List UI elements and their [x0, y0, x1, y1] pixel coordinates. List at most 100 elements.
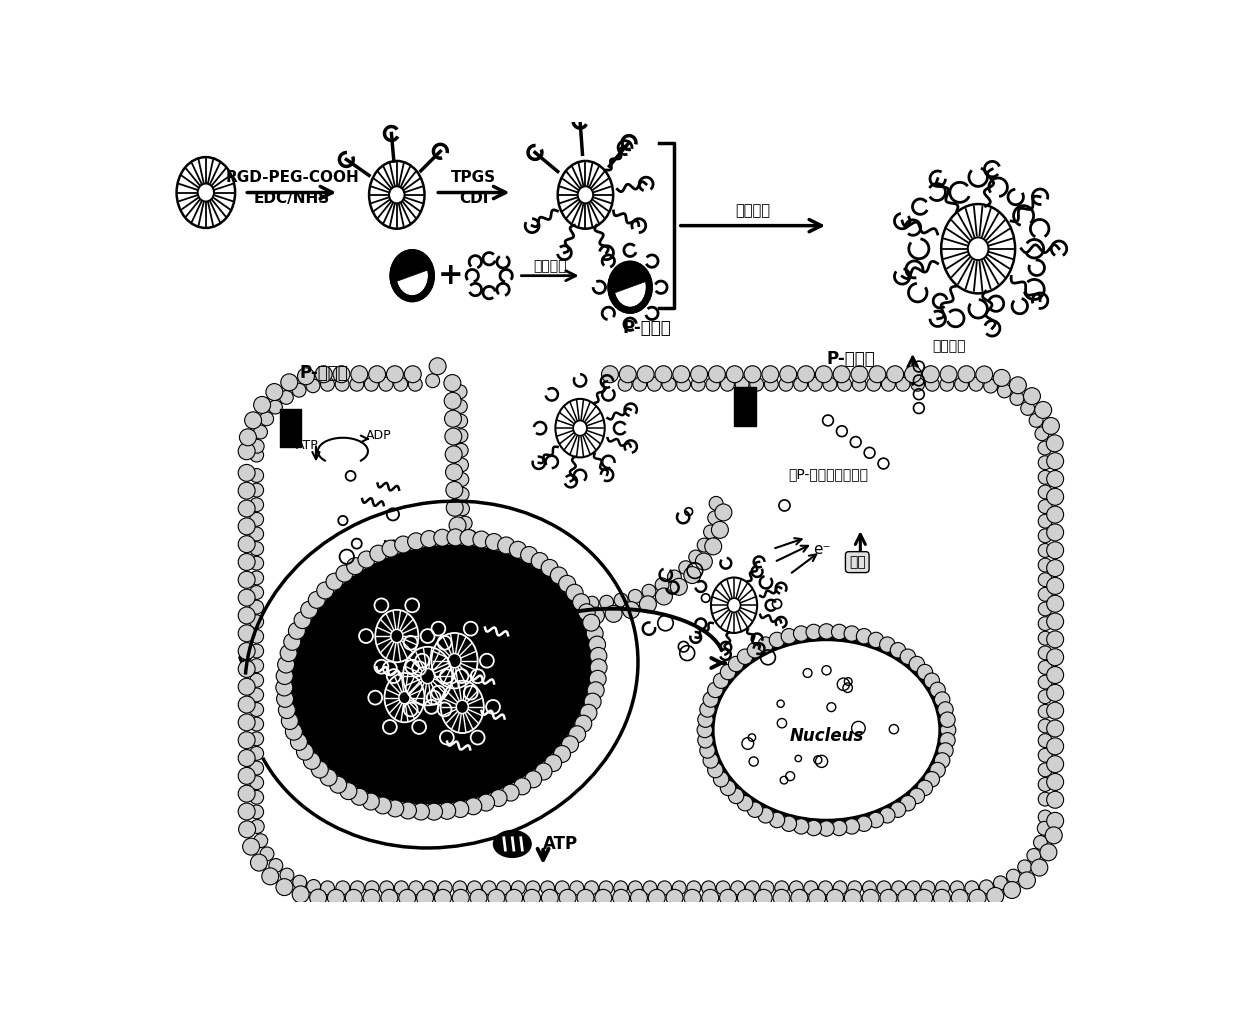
Circle shape	[794, 377, 807, 391]
Circle shape	[760, 881, 774, 894]
Circle shape	[311, 762, 329, 778]
Circle shape	[278, 656, 295, 673]
Circle shape	[1029, 414, 1043, 427]
Circle shape	[306, 379, 320, 392]
Circle shape	[910, 377, 925, 391]
Circle shape	[940, 722, 956, 737]
Circle shape	[656, 588, 672, 605]
Circle shape	[590, 659, 608, 675]
Circle shape	[657, 881, 672, 894]
Circle shape	[289, 623, 305, 639]
Circle shape	[923, 366, 939, 382]
Circle shape	[446, 482, 463, 499]
Circle shape	[589, 636, 605, 653]
Circle shape	[837, 377, 852, 391]
Circle shape	[1021, 402, 1034, 416]
Circle shape	[790, 881, 804, 894]
Circle shape	[502, 586, 520, 602]
Circle shape	[637, 366, 653, 382]
Circle shape	[249, 805, 264, 819]
Circle shape	[269, 401, 283, 414]
Text: RGD-PEG-COOH: RGD-PEG-COOH	[226, 169, 358, 185]
Circle shape	[950, 881, 963, 894]
Circle shape	[869, 366, 885, 382]
Circle shape	[259, 412, 274, 426]
Circle shape	[1038, 763, 1052, 777]
Circle shape	[671, 578, 687, 595]
Circle shape	[454, 429, 467, 442]
Circle shape	[279, 390, 294, 405]
Circle shape	[1047, 812, 1064, 829]
Circle shape	[249, 557, 264, 570]
Circle shape	[296, 743, 314, 760]
Circle shape	[748, 643, 763, 658]
Circle shape	[1038, 617, 1052, 631]
Circle shape	[1047, 506, 1064, 523]
Circle shape	[446, 499, 464, 516]
Circle shape	[691, 366, 708, 382]
Bar	[734, 387, 755, 426]
Circle shape	[559, 575, 575, 592]
Circle shape	[326, 573, 343, 590]
Circle shape	[640, 596, 656, 612]
Circle shape	[497, 881, 511, 894]
Circle shape	[906, 881, 920, 894]
Circle shape	[465, 798, 482, 814]
Circle shape	[556, 594, 570, 607]
Circle shape	[1047, 470, 1064, 488]
Circle shape	[844, 626, 859, 641]
Circle shape	[780, 366, 796, 382]
Circle shape	[702, 881, 715, 894]
Circle shape	[797, 366, 815, 382]
Circle shape	[277, 879, 293, 895]
Circle shape	[844, 889, 862, 907]
Circle shape	[265, 383, 283, 401]
Circle shape	[1038, 455, 1052, 469]
Circle shape	[497, 537, 515, 554]
Circle shape	[708, 511, 722, 525]
Circle shape	[502, 784, 520, 801]
Circle shape	[808, 889, 826, 907]
Circle shape	[704, 537, 722, 555]
Circle shape	[1047, 666, 1064, 683]
Circle shape	[720, 780, 735, 796]
Circle shape	[575, 715, 591, 732]
Circle shape	[1047, 524, 1064, 540]
Circle shape	[614, 881, 627, 894]
Circle shape	[351, 366, 368, 382]
Circle shape	[470, 889, 487, 907]
Circle shape	[238, 785, 255, 802]
Circle shape	[781, 629, 796, 644]
Circle shape	[1047, 452, 1064, 469]
Circle shape	[1038, 587, 1052, 601]
Circle shape	[279, 702, 295, 719]
Circle shape	[358, 551, 374, 568]
Circle shape	[238, 554, 255, 571]
Circle shape	[1038, 821, 1052, 836]
Circle shape	[584, 881, 599, 894]
Circle shape	[249, 541, 264, 556]
Circle shape	[613, 889, 630, 907]
Circle shape	[238, 732, 255, 748]
Circle shape	[381, 889, 398, 907]
Circle shape	[1038, 705, 1052, 718]
Circle shape	[897, 377, 910, 391]
Circle shape	[738, 796, 753, 811]
Circle shape	[249, 790, 264, 804]
Circle shape	[578, 603, 595, 621]
Circle shape	[993, 876, 1007, 890]
Circle shape	[280, 645, 298, 661]
Circle shape	[600, 595, 614, 609]
Circle shape	[238, 749, 255, 767]
Circle shape	[844, 818, 859, 835]
Circle shape	[713, 673, 729, 689]
Circle shape	[806, 625, 821, 640]
Circle shape	[1030, 859, 1048, 876]
Circle shape	[898, 889, 915, 907]
Circle shape	[940, 377, 954, 391]
Text: 药物流出: 药物流出	[932, 340, 966, 354]
Circle shape	[413, 803, 429, 820]
Circle shape	[930, 763, 945, 778]
Circle shape	[541, 560, 558, 576]
Circle shape	[254, 425, 268, 439]
